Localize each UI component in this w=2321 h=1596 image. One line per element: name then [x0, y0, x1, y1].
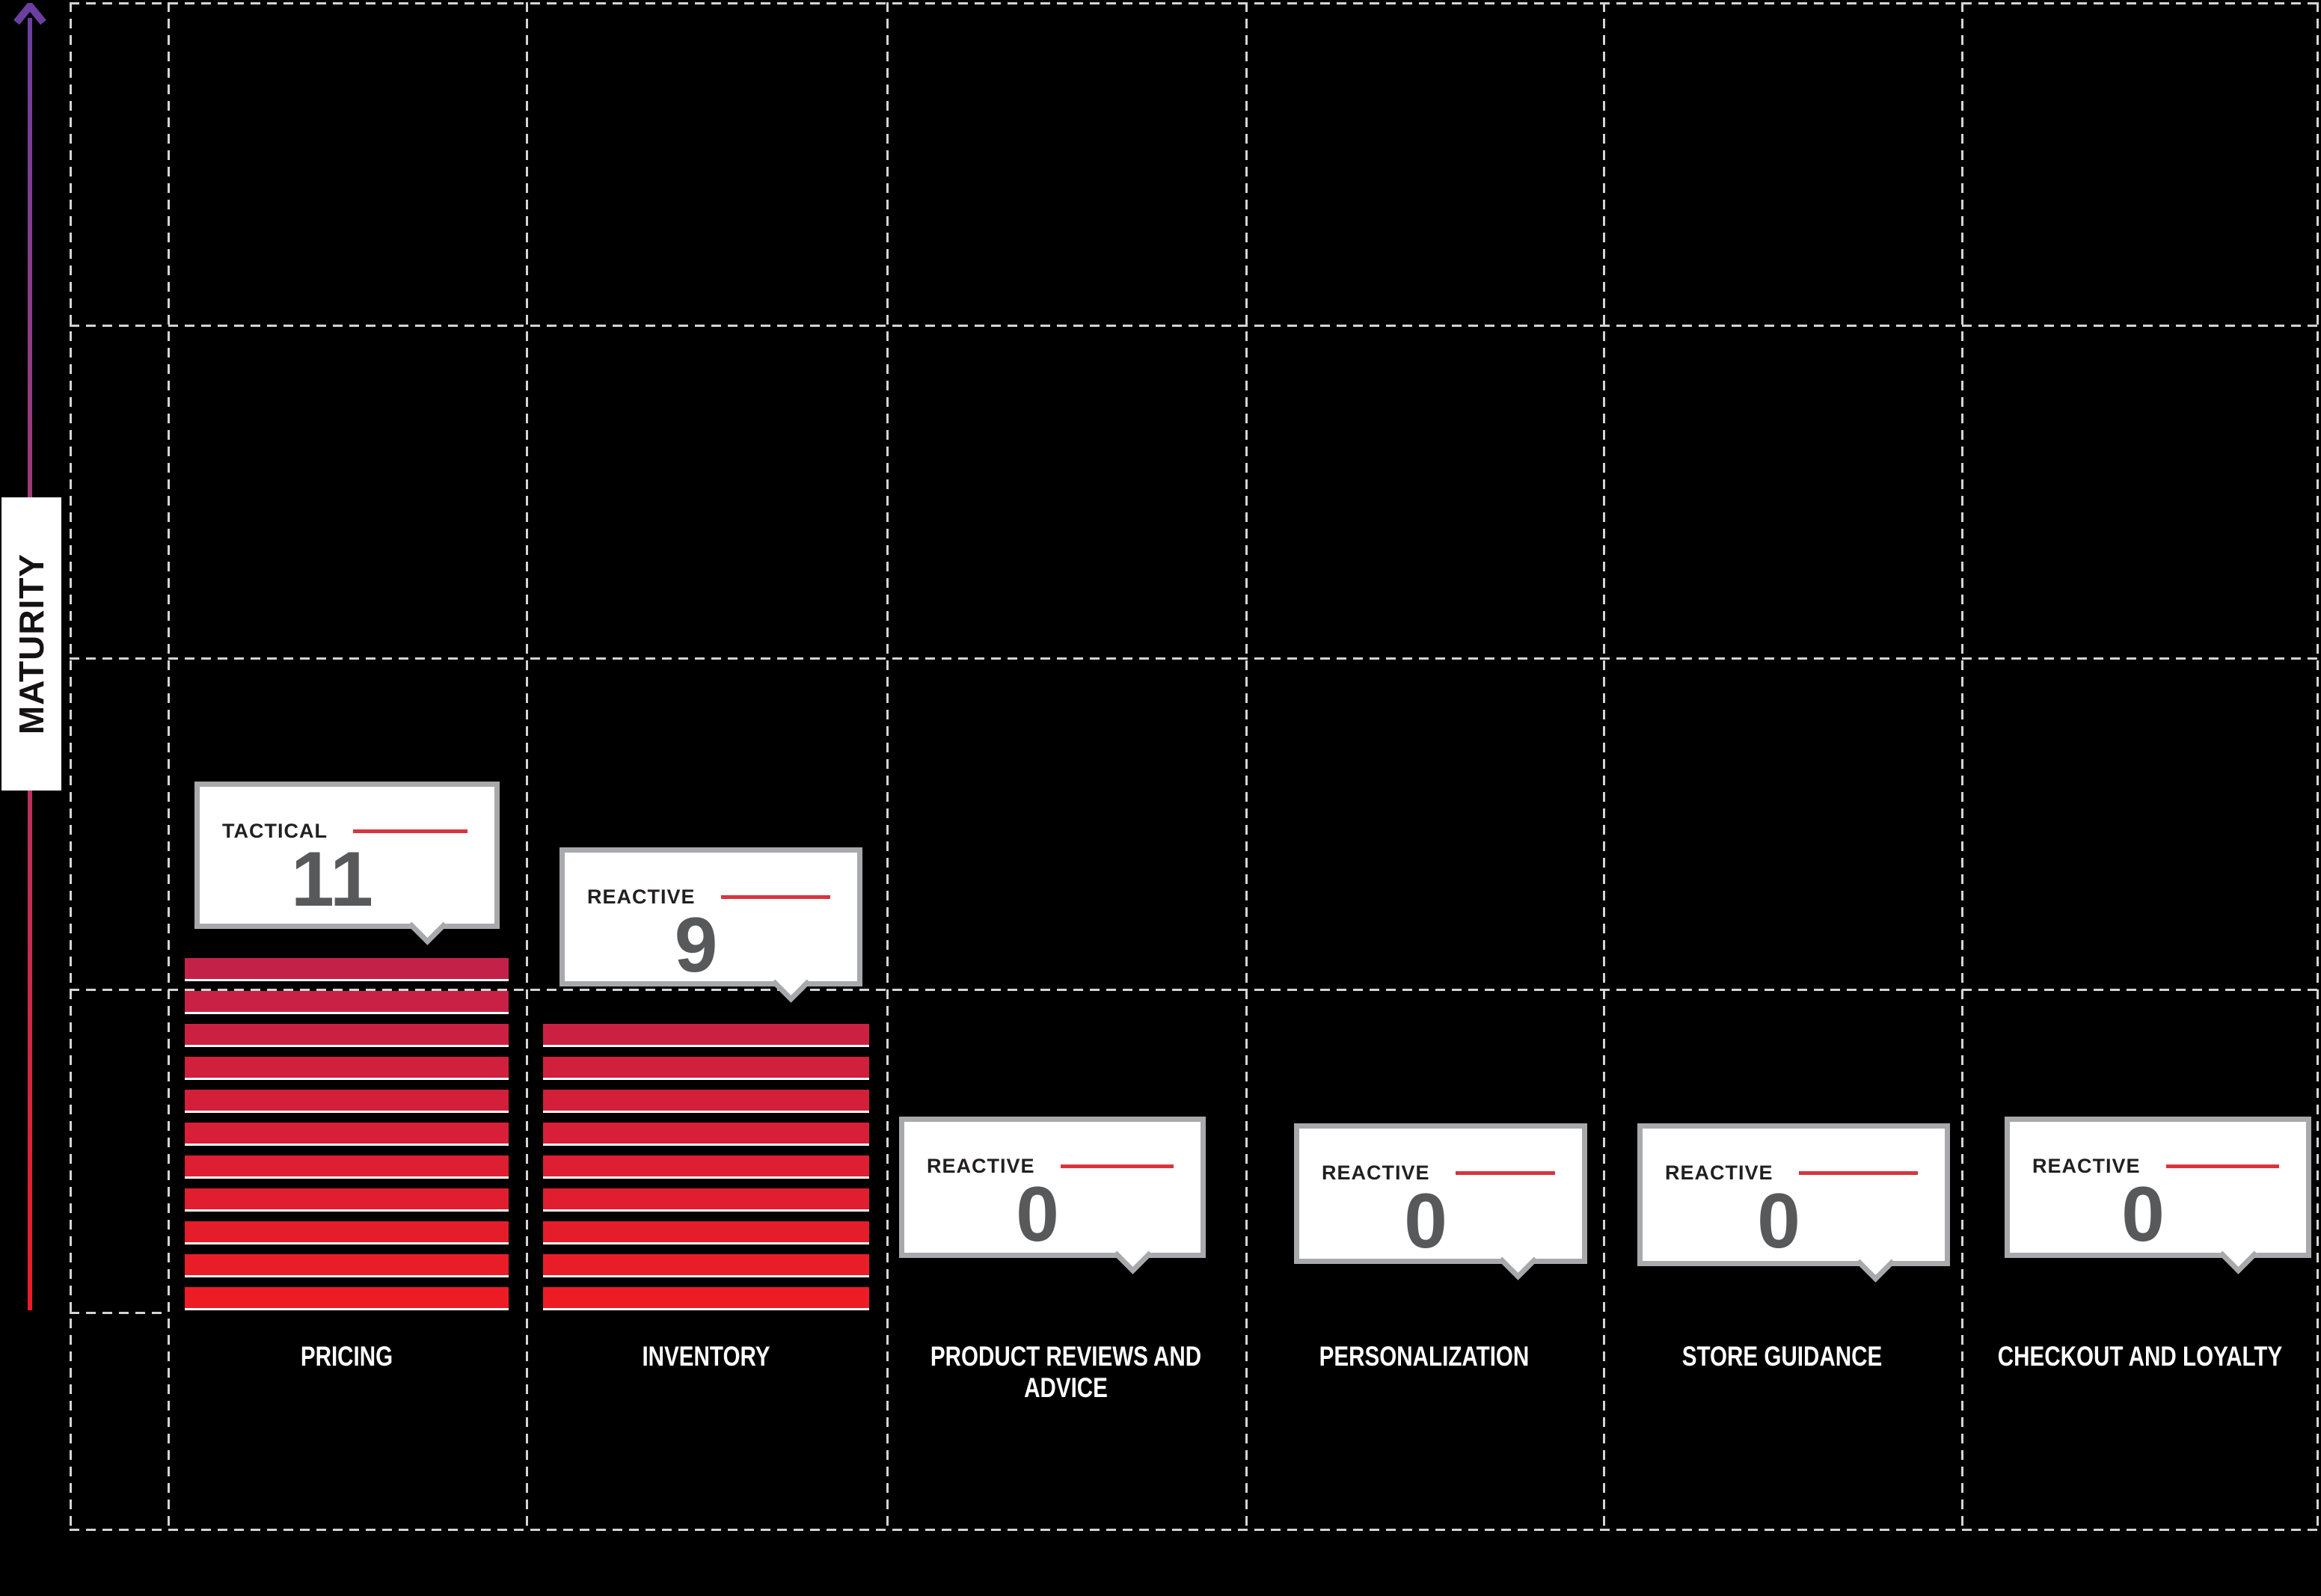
bar-stripe	[185, 1221, 509, 1244]
y-axis-title: MATURITY	[1, 497, 61, 791]
tooltip-store-guidance: REACTIVE 0	[1637, 1123, 1950, 1283]
grid-line-horizontal	[70, 2, 2319, 4]
bar-stripe	[543, 1090, 869, 1113]
grid-line-vertical	[886, 2, 889, 1529]
bar-stripe	[185, 991, 509, 1014]
category-label-product-reviews-and-advice: PRODUCT REVIEWS AND ADVICE	[930, 1341, 1202, 1403]
tooltip-value: 0	[1404, 1178, 1447, 1265]
tooltip-underline	[1060, 1164, 1174, 1168]
bar-stripe	[543, 1155, 869, 1179]
tooltip-personalization: REACTIVE 0	[1294, 1123, 1587, 1280]
tooltip-header-row: REACTIVE	[587, 886, 830, 909]
tooltip-product-reviews-and-advice: REACTIVE 0	[899, 1117, 1206, 1274]
tooltip-value: 0	[2121, 1171, 2165, 1258]
y-axis-title-text: MATURITY	[12, 553, 52, 735]
tooltip-level-label: REACTIVE	[927, 1155, 1035, 1177]
tooltip-checkout-and-loyalty: REACTIVE 0	[2005, 1117, 2311, 1274]
category-label-pricing: PRICING	[300, 1341, 393, 1372]
tooltip-level-label: TACTICAL	[222, 820, 328, 842]
tooltip-value: 9	[674, 902, 718, 989]
bar-stripe	[185, 958, 509, 981]
bar-stripe	[185, 1155, 509, 1179]
tooltip-pricing: TACTICAL 11	[194, 782, 500, 945]
bar-stripe	[185, 1090, 509, 1113]
grid-line-horizontal	[70, 1529, 2319, 1531]
bar-stripe	[185, 1123, 509, 1146]
tooltip-underline	[720, 895, 830, 899]
grid-line-vertical	[168, 2, 170, 1529]
category-label-inventory: INVENTORY	[642, 1341, 770, 1372]
tooltip-value: 0	[1016, 1171, 1059, 1258]
bar-stripe	[543, 1254, 869, 1277]
bar-stripe	[543, 1188, 869, 1212]
bar-stripe	[543, 1123, 869, 1146]
grid-line-vertical	[1961, 2, 1963, 1529]
tooltip-header-row: TACTICAL	[222, 820, 467, 843]
tooltip-level-label: REACTIVE	[2032, 1155, 2141, 1177]
grid-line-vertical	[526, 2, 528, 1529]
bar-stripe	[185, 1024, 509, 1047]
tooltip-underline	[1455, 1171, 1555, 1175]
tooltip-value: 11	[291, 836, 373, 923]
tooltip-level-label: REACTIVE	[1665, 1161, 1773, 1184]
tooltip-underline	[2165, 1164, 2279, 1168]
arrow-up-icon	[13, 3, 46, 25]
baseline-tick	[70, 1312, 168, 1314]
grid-line-vertical	[2317, 2, 2319, 1529]
category-label-personalization: PERSONALIZATION	[1319, 1341, 1530, 1372]
tooltip-level-label: REACTIVE	[587, 886, 696, 908]
tooltip-header-row: REACTIVE	[1665, 1161, 1918, 1185]
category-label-store-guidance: STORE GUIDANCE	[1681, 1341, 1883, 1372]
bar-stripe	[543, 1057, 869, 1080]
bar-stripe	[185, 1057, 509, 1080]
grid-line-horizontal	[70, 325, 2319, 327]
bar-stripe	[543, 1221, 869, 1244]
grid-line-vertical	[1603, 2, 1605, 1529]
bar-stripe	[543, 1287, 869, 1310]
category-label-checkout-and-loyalty: CHECKOUT AND LOYALTY	[1997, 1341, 2283, 1372]
tooltip-header-row: REACTIVE	[927, 1155, 1174, 1178]
tooltip-header-row: REACTIVE	[2032, 1155, 2279, 1178]
tooltip-value: 0	[1757, 1178, 1800, 1265]
grid-line-vertical	[1245, 2, 1248, 1529]
tooltip-inventory: REACTIVE 9	[559, 847, 862, 1003]
tooltip-underline	[1798, 1171, 1918, 1175]
bar-stripe	[185, 1188, 509, 1212]
bar-stripe	[185, 1287, 509, 1310]
tooltip-header-row: REACTIVE	[1322, 1161, 1555, 1185]
grid-line-horizontal	[70, 657, 2319, 660]
grid-line-horizontal	[70, 989, 2319, 991]
tooltip-underline	[352, 829, 467, 833]
tooltip-level-label: REACTIVE	[1322, 1161, 1430, 1184]
grid-line-vertical	[70, 2, 72, 1529]
bar-stripe	[543, 1024, 869, 1047]
bar-stripe	[185, 1254, 509, 1277]
